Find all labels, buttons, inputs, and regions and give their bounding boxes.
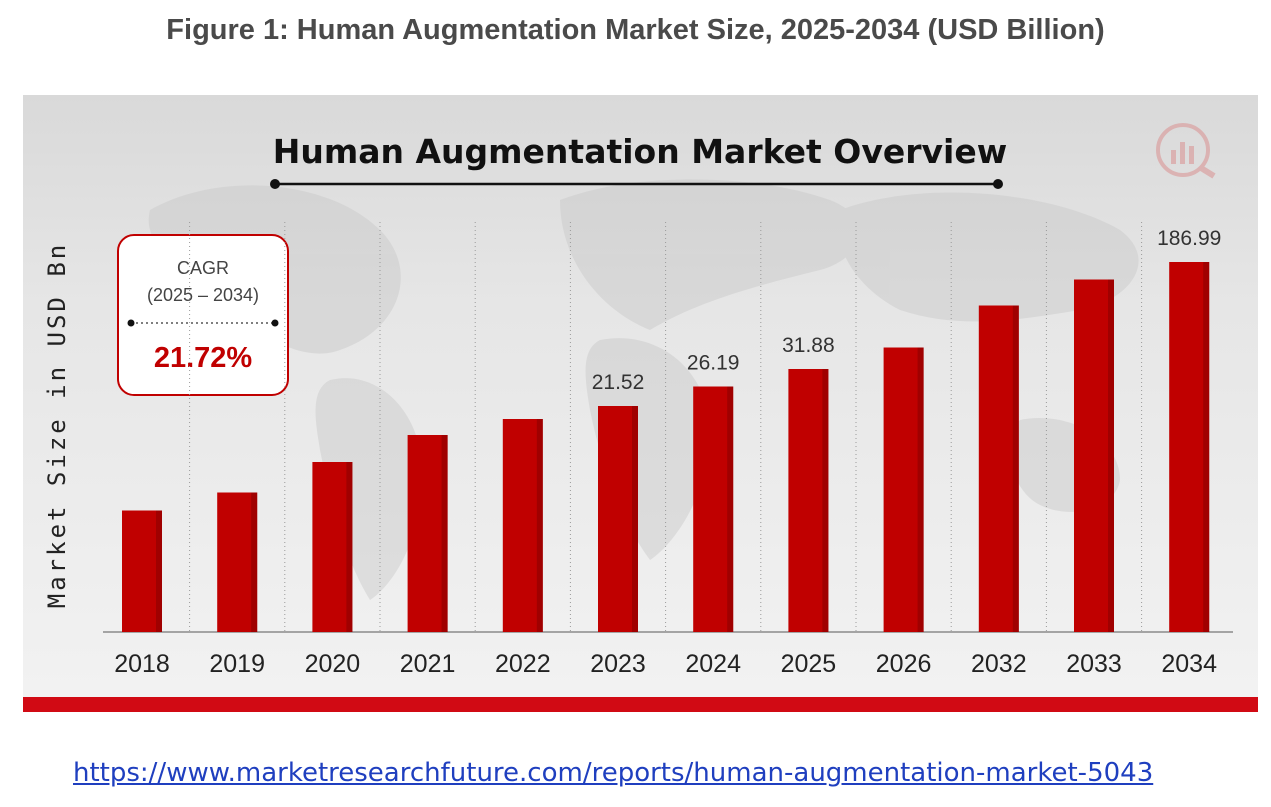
bar-2018 xyxy=(122,510,162,632)
bar-shade-2023 xyxy=(632,406,638,632)
bar-2032 xyxy=(978,305,1019,632)
source-link[interactable]: https://www.marketresearchfuture.com/rep… xyxy=(73,758,1154,788)
bar-2025 xyxy=(788,369,829,632)
bar-shade-2020 xyxy=(346,462,353,632)
chart-title: Human Augmentation Market Overview xyxy=(273,132,1007,171)
data-label: 21.52 xyxy=(592,371,645,394)
data-label: 26.19 xyxy=(687,352,740,375)
cagr-value: 21.72% xyxy=(154,342,253,374)
bar-shade-2025 xyxy=(822,369,829,632)
y-axis-label: Market Size in USD Bn xyxy=(43,242,71,608)
x-tick-label: 2020 xyxy=(305,650,361,678)
bar-shade-2019 xyxy=(251,492,258,632)
data-label: 31.88 xyxy=(782,334,835,357)
bar-shade-2021 xyxy=(441,435,448,632)
bar-2020 xyxy=(312,462,353,632)
world-map-watermark xyxy=(148,179,1139,600)
bar-shade-2033 xyxy=(1108,279,1114,632)
x-tick-label: 2019 xyxy=(209,650,265,678)
cagr-divider-right-dot xyxy=(271,319,279,327)
x-tick-label: 2021 xyxy=(400,650,456,678)
bar-2019 xyxy=(217,492,258,632)
bar-shade-2022 xyxy=(536,419,543,632)
x-tick-label: 2033 xyxy=(1066,650,1122,678)
cagr-divider-left-dot xyxy=(127,319,135,327)
cagr-period: (2025 – 2034) xyxy=(147,285,259,305)
bar-shade-2034 xyxy=(1203,262,1210,632)
x-tick-label: 2023 xyxy=(590,650,646,678)
x-tick-label: 2034 xyxy=(1161,650,1217,678)
x-tick-label: 2032 xyxy=(971,650,1027,678)
x-tick-label: 2026 xyxy=(876,650,932,678)
cagr-callout: CAGR (2025 – 2034) 21.72% xyxy=(117,234,289,396)
bar-shade-2026 xyxy=(917,347,924,632)
bar-2021 xyxy=(407,435,448,632)
title-underline-left-dot xyxy=(270,179,280,189)
x-tick-label: 2018 xyxy=(114,650,170,678)
bar-2024 xyxy=(693,386,734,632)
bar-2033 xyxy=(1074,279,1114,632)
bar-2023 xyxy=(598,406,638,632)
data-label: 186.99 xyxy=(1157,227,1221,250)
bar-2034 xyxy=(1169,262,1210,632)
x-tick-label: 2024 xyxy=(685,650,741,678)
bar-shade-2032 xyxy=(1012,305,1019,632)
bar-2026 xyxy=(883,347,924,632)
bar-shade-2018 xyxy=(156,510,162,632)
figure-title: Figure 1: Human Augmentation Market Size… xyxy=(166,14,1105,46)
bar-shade-2024 xyxy=(727,386,734,632)
x-tick-label: 2025 xyxy=(781,650,837,678)
title-underline-right-dot xyxy=(993,179,1003,189)
logo-icon xyxy=(1156,123,1216,179)
bar-2022 xyxy=(502,419,543,632)
x-tick-label: 2022 xyxy=(495,650,551,678)
cagr-label: CAGR xyxy=(177,258,229,278)
chart-bottom-strip xyxy=(23,697,1258,712)
